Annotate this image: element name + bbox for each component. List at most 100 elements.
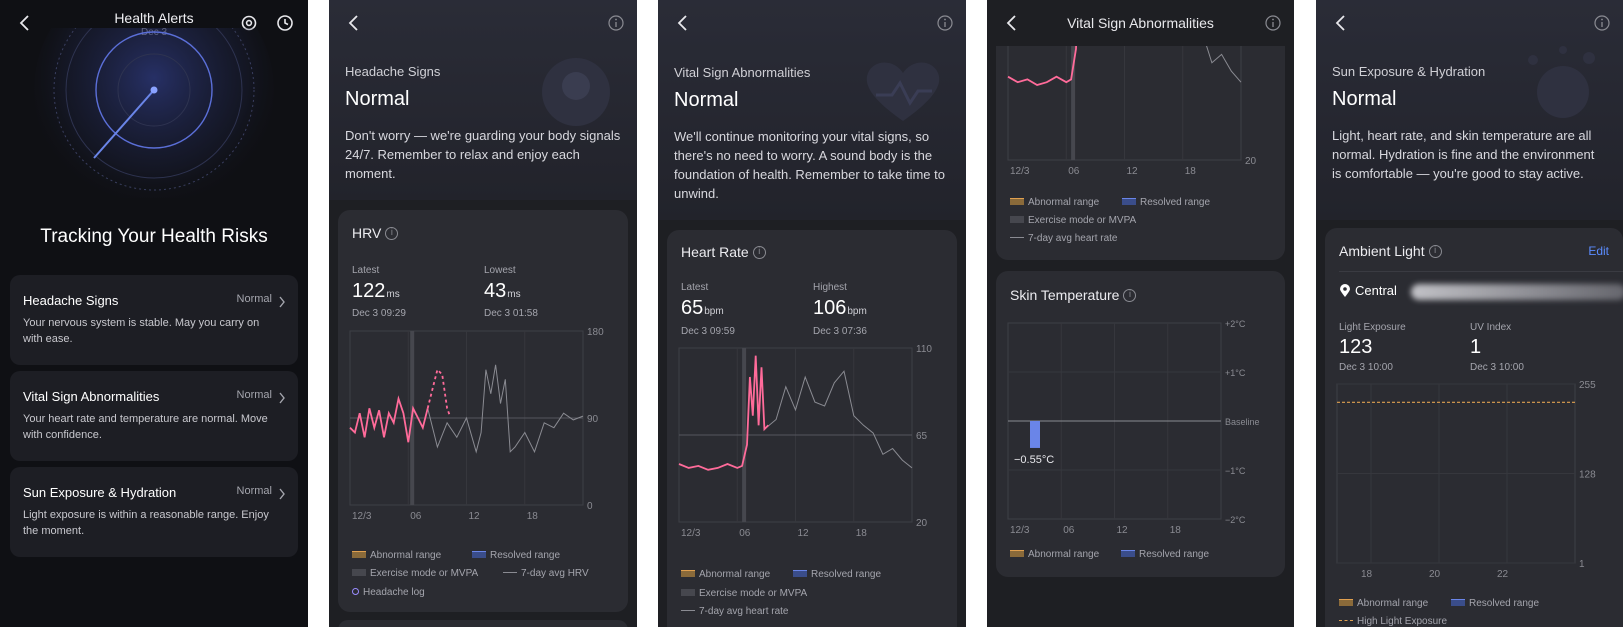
page-title: Health Alerts <box>114 10 194 26</box>
latest-time: Dec 3 09:59 <box>681 326 735 337</box>
hero-section <box>1316 0 1623 220</box>
lowest-time: Dec 3 01:58 <box>484 308 538 319</box>
nav-bar <box>1316 0 1623 46</box>
edit-button[interactable]: Edit <box>1588 244 1609 258</box>
legend-avg: 7-day avg heart rate <box>681 606 789 617</box>
heart-rate-chart: 12/3 06 12 18 110 65 20 <box>678 344 932 539</box>
ambient-light-card: Ambient Light Edit Central Light Exposur… <box>1325 228 1623 627</box>
hr-avg-series <box>1093 0 1242 83</box>
hero-section <box>658 0 966 220</box>
highest-time: Dec 3 07:36 <box>813 326 867 337</box>
risk-name: Sun Exposure & Hydration <box>23 485 177 500</box>
info-icon[interactable] <box>1593 14 1611 32</box>
location-redacted <box>1411 284 1623 300</box>
x-tick-label: 12 <box>1127 166 1139 177</box>
card-title: HRV <box>352 225 399 241</box>
nav-bar <box>329 0 637 46</box>
info-icon[interactable] <box>385 227 399 240</box>
ambient-light-chart: 18 20 22 255 128 1 <box>1336 380 1596 580</box>
y-tick-label: 255 <box>1579 380 1596 391</box>
section-label: Vital Sign Abnormalities <box>674 65 811 80</box>
divider <box>1339 271 1623 272</box>
x-tick-label: 12 <box>1117 525 1129 536</box>
next-card <box>338 620 628 627</box>
temp-value-label: −0.55°C <box>1014 454 1054 466</box>
legend-resolved: Resolved range <box>793 569 881 580</box>
card-title: Skin Temperature <box>1010 287 1137 303</box>
history-icon[interactable] <box>276 14 294 32</box>
location-name[interactable]: Central <box>1355 283 1397 298</box>
sun-illustration-icon <box>1528 46 1595 118</box>
x-tick-label: 12/3 <box>352 511 372 522</box>
y-tick-label: 1 <box>1579 559 1585 570</box>
light-exposure-label: Light Exposure <box>1339 322 1406 333</box>
info-icon[interactable] <box>1264 14 1282 32</box>
legend-headache-log: Headache log <box>352 587 425 598</box>
temp-bar <box>1030 421 1040 448</box>
y-tick-label: +1°C <box>1225 368 1246 378</box>
hr-series <box>678 355 769 471</box>
skin-temperature-card: Skin Temperature 12/3 06 12 18 +2°C +1°C Basel… <box>996 271 1285 577</box>
back-icon[interactable] <box>1001 12 1023 34</box>
hrv-avg-series <box>427 364 584 454</box>
hr-series <box>1007 0 1099 86</box>
legend-exercise: Exercise mode or MVPA <box>352 568 478 579</box>
info-icon[interactable] <box>936 14 954 32</box>
y-tick-label: 20 <box>1245 156 1257 167</box>
info-icon[interactable] <box>1428 245 1442 258</box>
back-icon[interactable] <box>14 12 36 34</box>
y-tick-label: 180 <box>587 327 604 338</box>
highest-label: Highest <box>813 282 847 293</box>
y-tick-label: 65 <box>916 431 928 442</box>
info-icon[interactable] <box>607 14 625 32</box>
legend-exercise: Exercise mode or MVPA <box>1010 215 1136 226</box>
chevron-right-icon <box>279 488 285 500</box>
hrv-card: HRV Latest 122ms Dec 3 09:29 Lowest 43ms… <box>338 210 628 612</box>
risk-card-vital-sign[interactable]: Vital Sign Abnormalities Normal Your hea… <box>10 371 298 461</box>
legend-high-light: High Light Exposure <box>1339 616 1447 627</box>
vital-sign-screen: Vital Sign Abnormalities Normal We'll co… <box>658 0 966 627</box>
risk-card-headache[interactable]: Headache Signs Normal Your nervous syste… <box>10 275 298 365</box>
page-title: Vital Sign Abnormalities <box>1067 15 1214 31</box>
back-icon[interactable] <box>672 12 694 34</box>
back-icon[interactable] <box>343 12 365 34</box>
back-icon[interactable] <box>1330 12 1352 34</box>
status-text: Normal <box>345 88 410 110</box>
radar-illustration <box>34 28 274 198</box>
info-icon[interactable] <box>752 246 766 259</box>
y-tick-label: −1°C <box>1225 466 1246 476</box>
head-illustration-icon <box>542 58 610 126</box>
section-label: Sun Exposure & Hydration <box>1332 64 1486 79</box>
uv-index-value: 1 <box>1470 336 1482 358</box>
chevron-right-icon <box>279 392 285 404</box>
y-tick-label: 0 <box>587 501 593 512</box>
legend-resolved: Resolved range <box>472 550 560 561</box>
x-tick-label: 12/3 <box>1010 166 1030 177</box>
x-tick-label: 20 <box>1429 569 1441 580</box>
status-description: We'll continue monitoring your vital sig… <box>674 129 945 201</box>
x-tick-label: 18 <box>856 528 868 539</box>
risk-desc: Your nervous system is stable. May you c… <box>23 317 260 345</box>
legend-avg: 7-day avg HRV <box>503 568 589 579</box>
y-tick-label: 90 <box>587 414 599 425</box>
x-tick-label: 12 <box>798 528 810 539</box>
legend-exercise: Exercise mode or MVPA <box>681 588 807 599</box>
legend-resolved: Resolved range <box>1121 549 1209 560</box>
y-tick-label: −2°C <box>1225 515 1246 525</box>
x-tick-label: 12/3 <box>1010 525 1030 536</box>
risk-card-sun-exposure[interactable]: Sun Exposure & Hydration Normal Light ex… <box>10 467 298 557</box>
heart-illustration-icon <box>866 62 940 121</box>
heart-rate-card: Heart Rate Latest 65bpm Dec 3 09:59 High… <box>667 230 957 627</box>
x-tick-label: 18 <box>1185 166 1197 177</box>
y-tick-label: 110 <box>916 344 932 355</box>
legend-abnormal: Abnormal range <box>1010 549 1099 560</box>
section-label: Headache Signs <box>345 64 441 79</box>
hr-avg-series <box>764 370 913 469</box>
x-tick-label: 12/3 <box>681 528 701 539</box>
info-icon[interactable] <box>1123 289 1137 302</box>
y-tick-label: 20 <box>916 518 928 529</box>
legend-avg: 7-day avg heart rate <box>1010 233 1118 244</box>
status-text: Normal <box>674 89 739 111</box>
highest-value: 106bpm <box>813 297 867 319</box>
nav-bar: Vital Sign Abnormalities <box>987 0 1294 46</box>
